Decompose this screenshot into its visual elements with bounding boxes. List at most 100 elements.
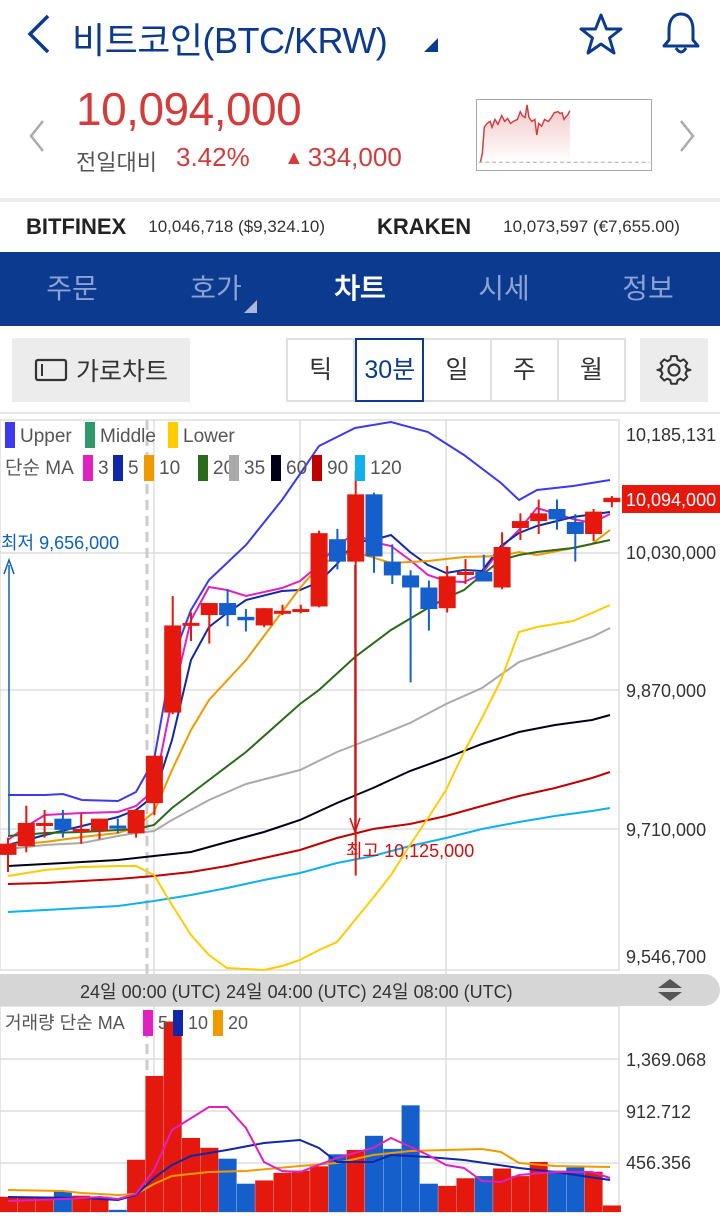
volume-bar: [218, 1158, 237, 1212]
volume-bar: [163, 1021, 182, 1212]
current-price-tag-text: 10,094,000: [626, 490, 716, 510]
high-annotation: 최고 10,125,000: [346, 841, 474, 861]
volume-bar: [255, 1180, 274, 1212]
candle-body: [91, 818, 108, 831]
volume-bar: [493, 1168, 512, 1212]
candle-body: [566, 521, 584, 535]
legend-swatch: [312, 455, 322, 481]
candle-body: [457, 571, 474, 575]
candle-body: [402, 575, 420, 588]
volume-ma-line: [7, 1106, 611, 1202]
candle-body: [72, 829, 90, 832]
candle-body: [603, 497, 621, 503]
app-header: 비트코인(BTC/KRW): [0, 0, 720, 72]
legend-label: 10: [188, 1013, 208, 1033]
legend-label: Middle: [100, 426, 156, 447]
volume-bar: [383, 1148, 402, 1212]
volume-bar: [17, 1196, 36, 1212]
page-title[interactable]: 비트코인(BTC/KRW): [72, 20, 388, 61]
chevron-left-icon[interactable]: [22, 12, 58, 56]
volume-bar: [401, 1105, 420, 1212]
main-tabs: 주문 호가 차트 시세 정보: [0, 252, 720, 326]
volume-legend-title: 거래량 단순 MA: [5, 1013, 125, 1033]
star-icon[interactable]: [578, 12, 624, 56]
legend-label: 60: [286, 458, 307, 479]
resize-handle-icon[interactable]: [656, 978, 684, 1002]
volume-bar: [566, 1167, 585, 1212]
volume-bar: [548, 1170, 566, 1212]
legend-label: 35: [244, 458, 265, 479]
price-plot-area: [0, 419, 620, 971]
indicator-line: [7, 771, 611, 885]
indicator-line: [8, 420, 611, 803]
candle-body: [548, 509, 566, 520]
next-market-icon[interactable]: [676, 118, 698, 154]
candle-body: [274, 610, 291, 614]
market-dropdown-icon[interactable]: [424, 38, 438, 52]
legend-swatch: [85, 422, 95, 448]
change-percent: 3.42%: [176, 142, 250, 172]
candle-body: [182, 622, 200, 626]
time-label: 24일 08:00 (UTC): [372, 982, 513, 1002]
ma-legend-title: 단순 MA: [5, 457, 74, 479]
legend-label: Upper: [20, 426, 72, 447]
sparkline-chart[interactable]: [476, 99, 652, 171]
chart-settings-button[interactable]: [640, 338, 708, 402]
period-selector: 틱 30분 일 주 월: [286, 338, 626, 402]
landscape-icon: [34, 358, 68, 382]
candle-body: [310, 533, 328, 607]
volume-bar: [72, 1195, 91, 1212]
volume-bar: [127, 1159, 146, 1212]
volume-axis-label: 912.712: [626, 1102, 691, 1122]
tab-quotes[interactable]: 시세: [478, 273, 530, 304]
landscape-chart-button[interactable]: 가로차트: [12, 338, 190, 402]
legend-label: 5: [158, 1013, 168, 1033]
period-30min[interactable]: 30분: [355, 338, 425, 402]
time-label: 24일 00:00 (UTC): [80, 982, 221, 1002]
legend-swatch: [213, 1010, 223, 1036]
volume-bar: [0, 1196, 17, 1212]
candle-body: [475, 571, 493, 582]
candle-body: [54, 818, 72, 830]
candle-body: [585, 511, 603, 535]
volume-bar: [236, 1183, 255, 1212]
prev-market-icon[interactable]: [26, 118, 48, 154]
candle-body: [127, 810, 145, 834]
chart-toolbar: 가로차트 틱 30분 일 주 월: [0, 326, 720, 414]
legend-label: Lower: [183, 426, 235, 447]
period-month[interactable]: 월: [579, 356, 603, 384]
indicator-line: [7, 807, 611, 913]
volume-bar: [456, 1178, 475, 1212]
legend-swatch: [173, 1010, 183, 1036]
orderbook-dropdown-icon[interactable]: [244, 300, 257, 313]
candle-body: [17, 822, 35, 847]
low-annotation: 최저 9,656,000: [1, 533, 119, 553]
change-label: 전일대비: [76, 150, 157, 175]
time-axis-bar[interactable]: 24일 00:00 (UTC) 24일 04:00 (UTC) 24일 08:0…: [0, 974, 720, 1006]
current-price-tag: [622, 485, 720, 513]
volume-bar: [511, 1176, 530, 1212]
period-week[interactable]: 주: [492, 340, 559, 400]
landscape-chart-label: 가로차트: [75, 358, 168, 386]
volume-bar: [438, 1185, 457, 1212]
tab-orderbook[interactable]: 호가: [190, 273, 242, 304]
tab-chart[interactable]: 차트: [334, 273, 386, 304]
legend-label: 10: [159, 458, 180, 479]
indicator-line: [7, 511, 611, 846]
volume-ma-line: [7, 1147, 611, 1197]
change-amount-value: 334,000: [307, 142, 402, 172]
tab-info[interactable]: 정보: [622, 273, 674, 304]
candle-body: [365, 494, 383, 557]
period-tick[interactable]: 틱: [288, 340, 356, 400]
volume-bar: [291, 1170, 310, 1212]
legend-swatch: [5, 422, 15, 448]
quote-panel: 10,094,000 전일대비 3.42% ▲ 334,000: [0, 72, 720, 198]
current-price: 10,094,000: [76, 83, 302, 135]
period-day[interactable]: 일: [424, 340, 492, 400]
change-amount: ▲ 334,000: [284, 142, 402, 173]
candle-body: [255, 608, 273, 626]
candle-body: [164, 625, 182, 713]
bell-icon[interactable]: [660, 10, 702, 56]
tab-order[interactable]: 주문: [46, 273, 98, 304]
